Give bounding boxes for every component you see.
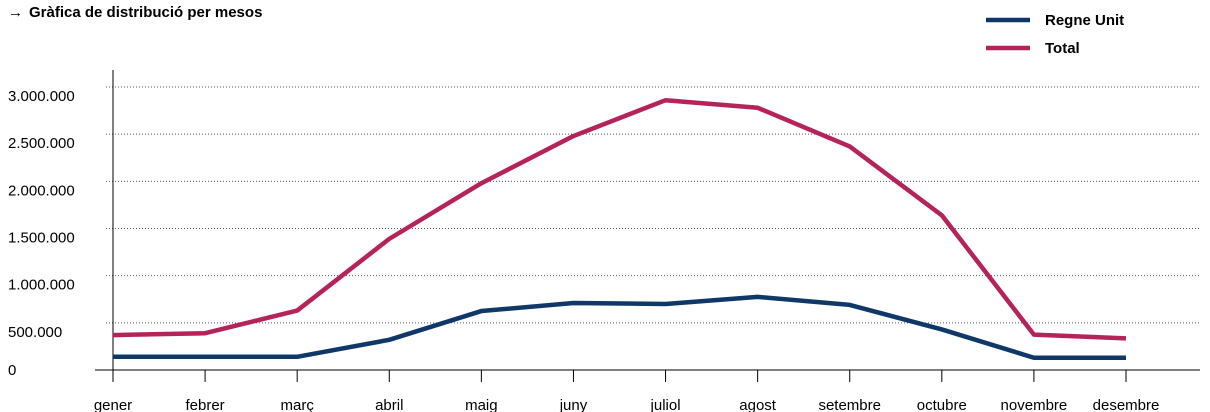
y-tick-label: 1.500.000	[8, 230, 75, 247]
y-tick-label: 500.000	[8, 324, 62, 341]
chart-title-text: Gràfica de distribució per mesos	[29, 4, 263, 21]
chart-title: → Gràfica de distribució per mesos	[8, 4, 262, 21]
legend-label-regne-unit: Regne Unit	[1045, 12, 1124, 29]
x-tick-label: març	[281, 397, 315, 412]
x-tick-label: febrer	[185, 397, 224, 412]
x-tick-label: juliol	[650, 397, 681, 412]
y-tick-label: 1.000.000	[8, 277, 75, 294]
arrow-right-icon: →	[8, 4, 23, 21]
x-tick-label: maig	[465, 397, 498, 412]
x-tick-label: desembre	[1093, 397, 1160, 412]
x-tick-label: gener	[94, 397, 132, 412]
y-tick-label: 2.000.000	[8, 182, 75, 199]
legend-label-total: Total	[1045, 40, 1080, 57]
x-tick-label: setembre	[818, 397, 881, 412]
y-tick-label: 0	[8, 362, 16, 379]
x-tick-label: agost	[739, 397, 777, 412]
series-line-total	[112, 97, 1127, 341]
series-line-regne-unit	[113, 294, 1126, 360]
y-tick-label: 2.500.000	[8, 135, 75, 152]
x-tick-label: novembre	[1001, 397, 1068, 412]
x-tick-label: abril	[375, 397, 403, 412]
x-tick-label: juny	[559, 397, 588, 412]
y-tick-label: 3.000.000	[8, 88, 75, 105]
x-tick-label: octubre	[917, 397, 967, 412]
